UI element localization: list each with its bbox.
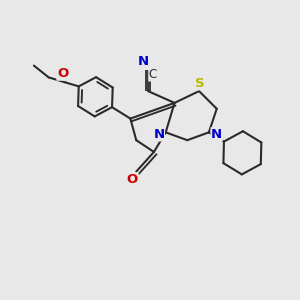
Text: O: O: [127, 173, 138, 186]
Text: C: C: [149, 68, 157, 81]
Text: N: N: [211, 128, 222, 141]
Text: N: N: [153, 128, 164, 141]
Text: N: N: [138, 55, 149, 68]
Text: S: S: [195, 77, 205, 90]
Text: O: O: [57, 67, 68, 80]
